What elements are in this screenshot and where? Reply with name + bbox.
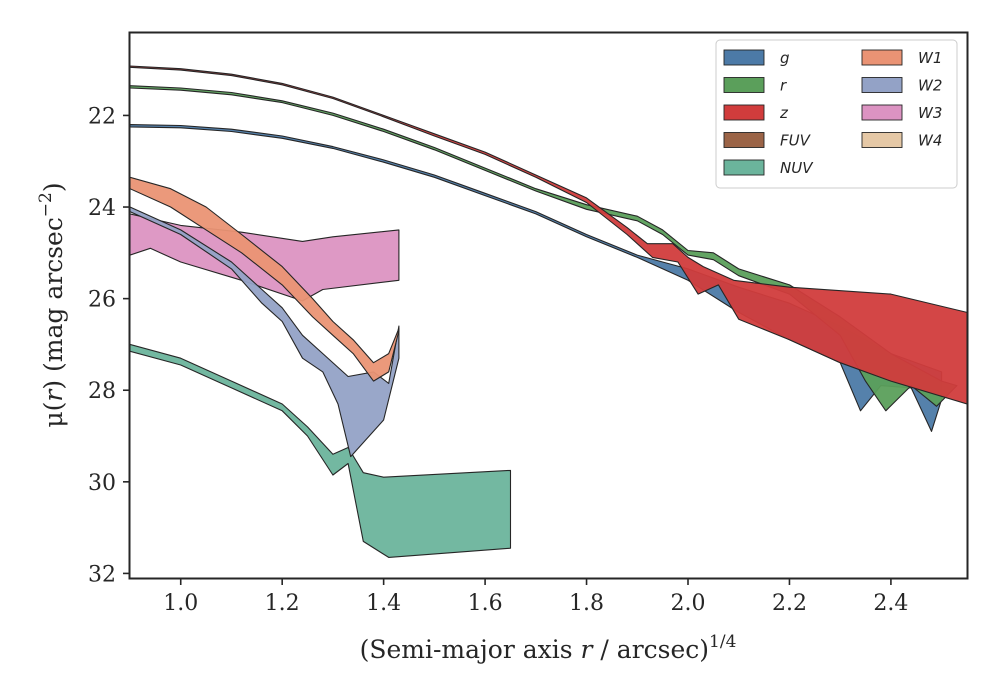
legend-label-g: g — [780, 49, 790, 67]
legend-swatch-r — [723, 77, 765, 93]
legend-swatch-nuv — [723, 159, 765, 176]
x-tick-label: 2.2 — [772, 591, 807, 616]
legend-swatch-g — [723, 49, 765, 66]
band-r — [130, 85, 958, 412]
y-axis-title: μ(r) (mag arcsec−2) — [36, 182, 68, 427]
x-tick-label: 1.6 — [468, 591, 503, 616]
x-tick-label: 2.0 — [671, 591, 706, 616]
y-tick-label: 28 — [88, 379, 116, 404]
band-w1 — [130, 176, 400, 382]
legend-swatch-w4 — [861, 132, 903, 148]
band-w2 — [130, 206, 400, 458]
legend-swatch-w3 — [861, 104, 903, 121]
y-tick-label: 26 — [88, 288, 116, 313]
x-tick-label: 1.4 — [366, 591, 401, 616]
y-tick-label: 30 — [88, 471, 116, 496]
legend-swatch-w1 — [861, 49, 903, 66]
y-tick-label: 24 — [88, 196, 116, 221]
legend: grz FUV NUV W1 W2 W3 W4 — [715, 39, 958, 189]
x-tick-label: 1.2 — [265, 591, 300, 616]
legend-label-r: r — [780, 77, 787, 95]
legend-label-w2: W2 — [918, 77, 942, 95]
legend-label-w4: W4 — [918, 132, 942, 150]
x-tick-label: 1.0 — [163, 591, 198, 616]
legend-swatch-w2 — [861, 77, 903, 93]
band-g — [130, 124, 943, 432]
y-tick-label: 32 — [88, 562, 116, 587]
legend-swatch-fuv — [723, 132, 765, 148]
band-nuv — [130, 343, 512, 558]
legend-swatch-z — [723, 104, 765, 121]
y-tick-labels: 22 24 26 28 30 32 — [88, 104, 116, 587]
x-axis-title: (Semi-major axis r / arcsec)1/4 — [360, 632, 737, 664]
legend-label-w3: W3 — [918, 104, 942, 122]
legend-label-nuv: NUV — [780, 159, 814, 177]
band-z — [130, 65, 967, 405]
profile-bands — [130, 65, 967, 558]
y-tick-label: 22 — [88, 104, 116, 129]
x-tick-label: 2.4 — [873, 591, 908, 616]
legend-label-w1: W1 — [918, 49, 942, 67]
x-tick-label: 1.8 — [569, 591, 604, 616]
legend-label-fuv: FUV — [780, 132, 812, 150]
legend-frame — [715, 39, 958, 189]
plot-frame — [128, 31, 969, 580]
x-tick-labels: 1.0 1.2 1.4 1.6 1.8 2.0 2.2 2.4 — [163, 591, 908, 616]
legend-label-z: z — [779, 104, 789, 122]
